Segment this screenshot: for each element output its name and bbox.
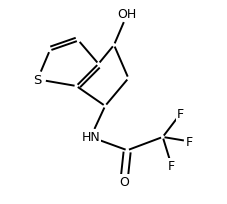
Text: O: O xyxy=(118,175,128,188)
Text: HN: HN xyxy=(81,131,100,144)
Text: F: F xyxy=(167,160,174,172)
Text: F: F xyxy=(176,108,183,121)
Text: S: S xyxy=(33,73,42,86)
Text: OH: OH xyxy=(117,8,136,21)
Text: F: F xyxy=(185,135,192,148)
